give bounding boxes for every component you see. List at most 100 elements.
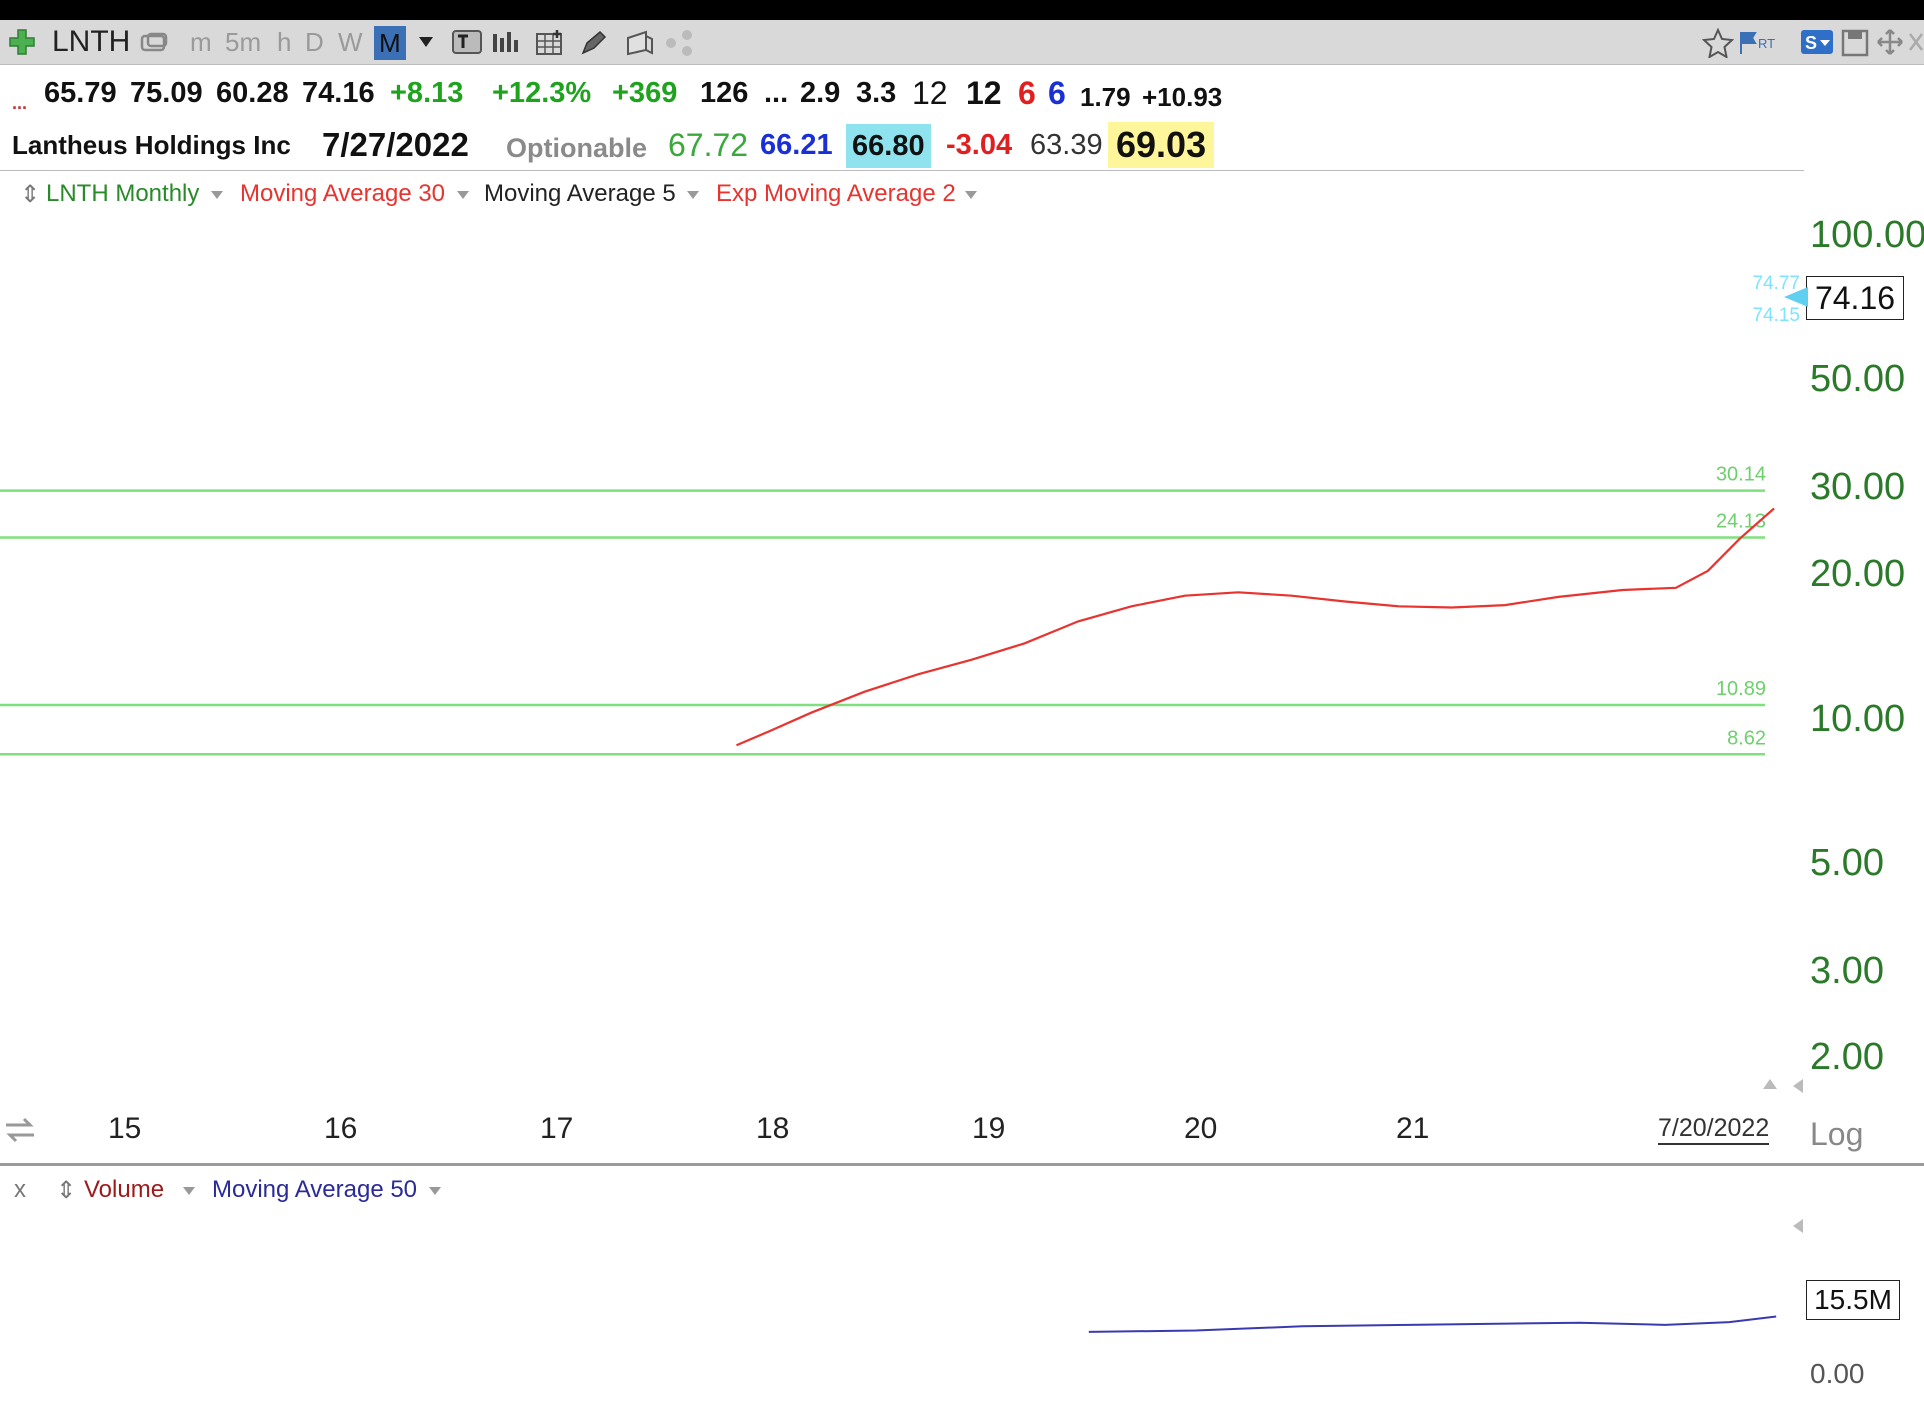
streaming-icon[interactable]: S	[1800, 28, 1834, 56]
x-tick-label: 21	[1396, 1112, 1430, 1145]
interval-d[interactable]: D	[305, 27, 324, 57]
legend-vol-ma50[interactable]: Moving Average 50	[212, 1176, 418, 1203]
price-panel-divider	[0, 170, 1804, 171]
price-tag: 74.16	[1806, 276, 1904, 320]
quote-value-3: 66.80	[846, 124, 931, 168]
quote-high: 75.09	[130, 77, 203, 109]
quote-row-1: ... 65.79 75.09 60.28 74.16 +8.13 +12.3%…	[0, 66, 1924, 120]
chevron-down-icon[interactable]	[456, 190, 470, 200]
link-icon[interactable]	[140, 32, 170, 54]
volume-ma50-line	[1088, 1315, 1777, 1333]
quote-low: 60.28	[216, 77, 289, 109]
legend-ema2[interactable]: Exp Moving Average 2	[716, 180, 956, 207]
volume-zero-label: 0.00	[1810, 1358, 1865, 1389]
log-scale-toggle[interactable]: Log	[1810, 1116, 1864, 1152]
x-tick-label: 20	[1184, 1112, 1218, 1145]
volume-close-button[interactable]: x	[14, 1176, 26, 1203]
legend-price-series[interactable]: LNTH Monthly	[46, 180, 200, 207]
save-icon[interactable]	[1840, 28, 1870, 58]
scroll-arrows-icon[interactable]	[4, 1116, 36, 1144]
price-tag-pointer-icon	[1784, 287, 1808, 307]
y-tick-label: 2.00	[1810, 1036, 1884, 1078]
chevron-down-icon[interactable]	[964, 190, 978, 200]
quote-field-7: 12	[966, 75, 1002, 111]
collapse-left-icon[interactable]	[1792, 1078, 1804, 1094]
chevron-down-icon[interactable]	[210, 190, 224, 200]
plus-icon[interactable]	[8, 28, 36, 56]
share-icon[interactable]	[665, 30, 695, 56]
quote-value-2: 66.21	[760, 129, 833, 161]
y-tick-label: 50.00	[1810, 358, 1906, 400]
quote-field-10: 1.79	[1080, 82, 1131, 112]
quote-value-1: 67.72	[668, 127, 749, 163]
svg-text:S: S	[1805, 33, 1817, 53]
move-icon[interactable]	[1876, 28, 1904, 56]
x-tick-label: 17	[540, 1112, 574, 1145]
quote-value-5: 63.39	[1030, 129, 1103, 161]
y-tick-label: 30.00	[1810, 466, 1906, 508]
y-tick-label: 20.00	[1810, 553, 1906, 595]
y-tick-label: 5.00	[1810, 842, 1884, 884]
quote-change: +8.13	[390, 77, 464, 109]
chevron-down-icon[interactable]	[428, 1186, 442, 1196]
quote-change-pct: +12.3%	[492, 77, 592, 109]
last-date-label: 7/20/2022	[1658, 1114, 1770, 1145]
quote-value-4: -3.04	[946, 129, 1013, 161]
legend-volume[interactable]: Volume	[84, 1176, 165, 1203]
quote-field-9: 6	[1048, 75, 1066, 111]
y-tick-label: 100.00	[1810, 214, 1924, 256]
interval-m-active[interactable]: M	[374, 26, 406, 60]
quote-field-2: 126	[700, 77, 749, 109]
x-tick-label: 16	[324, 1112, 358, 1145]
interval-m[interactable]: m	[190, 27, 212, 57]
chart-toolbar: LNTH m 5m h D W M RT S	[0, 20, 1924, 65]
close-icon[interactable]	[1908, 30, 1924, 54]
interval-w[interactable]: W	[338, 27, 363, 57]
quote-field-6: 12	[912, 75, 948, 111]
volume-legend: x ⇕ Volume Moving Average 50	[0, 1174, 600, 1210]
layout-icon[interactable]	[625, 30, 655, 56]
quote-date: 7/27/2022	[322, 126, 469, 163]
quote-open: 65.79	[44, 77, 117, 109]
quote-row-2: Lantheus Holdings Inc 7/27/2022 Optionab…	[0, 118, 1924, 172]
text-tool-icon[interactable]	[452, 30, 482, 54]
pencil-icon[interactable]	[580, 30, 608, 56]
x-tick-label: 18	[756, 1112, 790, 1145]
quote-value-6: 69.03	[1108, 122, 1215, 168]
volume-drag-handle[interactable]: ⇕	[56, 1177, 77, 1204]
quote-field-5: 3.3	[856, 77, 897, 109]
window-top-strip	[0, 0, 1924, 20]
chevron-down-icon[interactable]	[182, 1186, 196, 1196]
collapse-left-icon[interactable]	[1792, 1218, 1804, 1234]
interval-5m[interactable]: 5m	[225, 27, 262, 57]
y-tick-label: 3.00	[1810, 950, 1884, 992]
interval-h[interactable]: h	[277, 27, 292, 57]
price-side-label: 74.77	[1752, 273, 1800, 294]
level-label: 10.89	[1716, 678, 1766, 700]
x-tick-label: 19	[972, 1112, 1006, 1145]
level-label: 30.14	[1716, 464, 1766, 486]
indicator-icon[interactable]	[535, 30, 565, 56]
quote-field-3: ...	[764, 77, 789, 109]
price-side-label: 74.15	[1752, 305, 1800, 326]
svg-text:RT: RT	[1758, 36, 1775, 51]
symbol-label[interactable]: LNTH	[52, 25, 131, 58]
star-icon[interactable]	[1702, 28, 1734, 58]
legend-ma5[interactable]: Moving Average 5	[484, 180, 676, 207]
legend-drag-handle[interactable]: ⇕	[20, 181, 41, 208]
bar-style-icon[interactable]	[490, 30, 520, 54]
chevron-down-icon[interactable]	[418, 36, 434, 48]
collapse-up-icon[interactable]	[1762, 1078, 1778, 1090]
quote-field-1: +369	[612, 77, 678, 109]
quote-ellipsis: ...	[12, 93, 28, 113]
quote-field-8: 6	[1018, 75, 1036, 111]
flag-icon[interactable]: RT	[1738, 30, 1778, 56]
optionable-label: Optionable	[506, 133, 647, 163]
quote-field-4: 2.9	[800, 77, 841, 109]
ma30-line	[736, 507, 1775, 747]
x-tick-label: 15	[108, 1112, 142, 1145]
chevron-down-icon[interactable]	[686, 190, 700, 200]
legend-ma30[interactable]: Moving Average 30	[240, 180, 446, 207]
quote-field-11: +10.93	[1142, 82, 1223, 112]
